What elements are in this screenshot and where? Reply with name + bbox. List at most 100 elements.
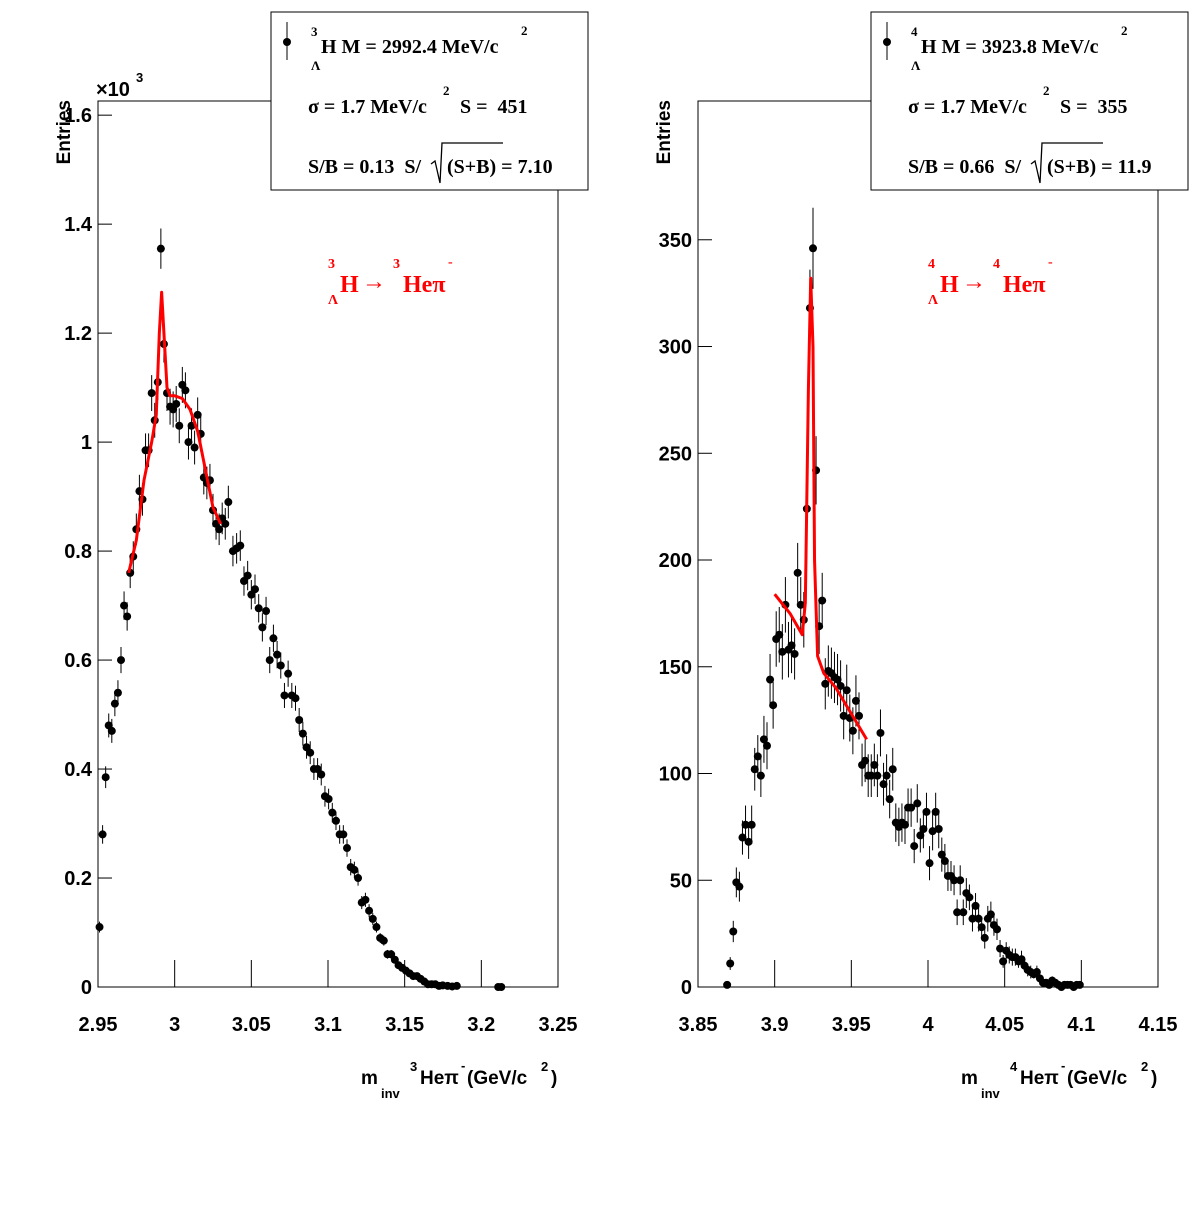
data-point <box>107 726 116 735</box>
data-point <box>120 601 129 610</box>
legend-text: 3 <box>311 24 318 39</box>
data-point <box>796 600 805 609</box>
data-point <box>254 604 263 613</box>
legend-text: S = 355 <box>1060 96 1128 118</box>
data-point <box>790 649 799 658</box>
data-point <box>723 980 732 989</box>
legend-text: 2 <box>1121 23 1128 38</box>
x-tick-label: 3.95 <box>832 1014 871 1036</box>
data-point <box>913 799 922 808</box>
x-axis-label: m <box>361 1068 378 1089</box>
legend-box <box>870 11 1189 191</box>
decay-annotation: Heπ <box>1003 272 1045 298</box>
data-point <box>888 765 897 774</box>
data-point <box>1032 968 1041 977</box>
data-point <box>879 780 888 789</box>
data-point <box>996 944 1005 953</box>
data-point <box>175 421 184 430</box>
legend-text: Λ <box>311 58 321 73</box>
y-axis-label: Entries <box>54 100 75 164</box>
data-point <box>922 807 931 816</box>
data-point <box>269 634 278 643</box>
y-tick-label: 1.2 <box>64 323 92 345</box>
data-point <box>759 735 768 744</box>
plot-frame <box>697 100 1159 988</box>
x-axis-label: 3 <box>410 1059 417 1074</box>
data-point <box>766 675 775 684</box>
data-point <box>331 816 340 825</box>
data-point <box>343 844 352 853</box>
data-point <box>243 571 252 580</box>
x-tick-label: 3 <box>169 1014 180 1036</box>
data-point <box>735 882 744 891</box>
data-point <box>950 876 959 885</box>
data-point <box>821 679 830 688</box>
data-point <box>769 701 778 710</box>
decay-annotation: → <box>362 269 386 295</box>
data-point <box>968 914 977 923</box>
data-point <box>98 830 107 839</box>
data-point <box>251 585 260 594</box>
data-point <box>291 694 300 703</box>
y-axis-label: Entries <box>654 100 675 164</box>
legend-text: 2 <box>1043 83 1050 98</box>
legend-text: σ = 1.7 MeV/c <box>908 96 1027 118</box>
data-point <box>236 541 245 550</box>
x-axis-label: ) <box>551 1068 557 1089</box>
data-point <box>273 650 282 659</box>
data-point <box>753 752 762 761</box>
data-point <box>738 833 747 842</box>
data-point <box>861 756 870 765</box>
x-tick-label: 3.25 <box>539 1014 578 1036</box>
data-point <box>156 244 165 253</box>
data-point <box>295 716 304 725</box>
data-point <box>901 820 909 829</box>
data-point <box>965 893 974 902</box>
decay-annotation: Heπ <box>403 272 445 298</box>
data-point <box>284 669 293 678</box>
y-tick-label: 200 <box>659 550 692 572</box>
data-point <box>280 691 289 700</box>
data-point <box>876 728 885 737</box>
legend-text: S = 451 <box>460 96 528 118</box>
data-point <box>276 661 285 670</box>
data-point <box>940 857 949 866</box>
data-point <box>910 842 919 851</box>
data-point <box>339 830 348 839</box>
x-tick-label: 4.05 <box>985 1014 1024 1036</box>
data-point <box>117 656 125 665</box>
y-tick-label: 0.8 <box>64 541 92 563</box>
data-point <box>354 874 363 883</box>
data-point <box>726 959 735 968</box>
data-point <box>258 623 267 632</box>
legend-marker <box>883 38 891 46</box>
data-point <box>959 908 968 917</box>
legend-text: S/B = 0.13 S/ <box>308 156 422 178</box>
data-point <box>317 770 326 779</box>
decay-annotation: Λ <box>928 293 938 308</box>
data-point <box>324 795 333 804</box>
data-point <box>916 831 925 840</box>
x-axis-label: ) <box>1151 1068 1157 1089</box>
y-tick-label: 0.4 <box>64 759 93 781</box>
decay-annotation: H <box>340 272 359 298</box>
data-point <box>818 596 827 605</box>
legend-text: (S+B) = 11.9 <box>1047 156 1151 178</box>
x-axis-label: Heπ <box>1020 1068 1059 1089</box>
data-point <box>328 808 337 817</box>
data-point <box>298 729 307 738</box>
data-point <box>729 927 738 936</box>
x-axis-label: m <box>961 1068 978 1089</box>
data-point <box>365 906 374 915</box>
y-tick-label: 1.4 <box>64 214 93 236</box>
data-point <box>882 771 891 780</box>
data-point <box>833 675 842 684</box>
data-point <box>741 820 750 829</box>
data-point <box>744 837 753 846</box>
data-point <box>953 908 962 917</box>
sqrt-sign <box>1030 142 1103 184</box>
x-axis-label: (GeV/c <box>1067 1068 1128 1089</box>
data-point <box>147 389 156 398</box>
x-tick-label: 3.1 <box>314 1014 342 1036</box>
